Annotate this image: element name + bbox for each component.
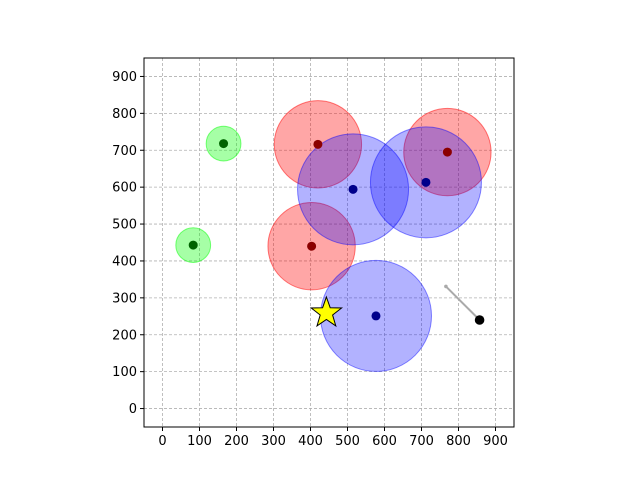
center-point: [307, 241, 317, 251]
y-tick-label: 400: [112, 254, 137, 269]
y-tick-label: 600: [112, 181, 137, 196]
center-point: [313, 139, 323, 149]
y-axis-ticks: 0 100 200 300 400 500 600 700 800 900: [112, 70, 144, 417]
x-tick-label: 800: [446, 434, 471, 449]
x-tick-label: 700: [409, 434, 434, 449]
grid-lines: [144, 58, 514, 427]
agent-point: [474, 315, 485, 325]
x-tick-label: 0: [158, 434, 166, 449]
x-tick-label: 200: [224, 434, 249, 449]
y-tick-label: 100: [112, 365, 137, 380]
y-tick-label: 900: [112, 70, 137, 85]
x-tick-label: 100: [187, 434, 212, 449]
x-tick-label: 600: [372, 434, 397, 449]
y-tick-label: 800: [112, 107, 137, 122]
circle-markers: [175, 100, 492, 372]
x-tick-label: 300: [261, 434, 286, 449]
x-axis-ticks: 0 100 200 300 400 500 600 700 800 900: [158, 427, 508, 449]
center-point: [421, 177, 431, 187]
annotations: [309, 284, 485, 328]
x-tick-label: 900: [483, 434, 508, 449]
x-tick-label: 500: [335, 434, 360, 449]
x-tick-label: 400: [298, 434, 323, 449]
plot-frame: [143, 57, 515, 428]
center-point: [219, 139, 229, 149]
y-tick-label: 700: [112, 144, 137, 159]
y-tick-label: 0: [129, 402, 137, 417]
y-tick-label: 500: [112, 218, 137, 233]
heading-line: [445, 285, 481, 321]
heading-tip: [444, 284, 448, 289]
goal-star: [309, 295, 344, 328]
center-point: [371, 311, 381, 321]
center-point: [348, 184, 358, 194]
center-point: [188, 240, 198, 250]
y-tick-label: 200: [112, 328, 137, 343]
center-point: [442, 147, 452, 157]
y-tick-label: 300: [112, 291, 137, 306]
